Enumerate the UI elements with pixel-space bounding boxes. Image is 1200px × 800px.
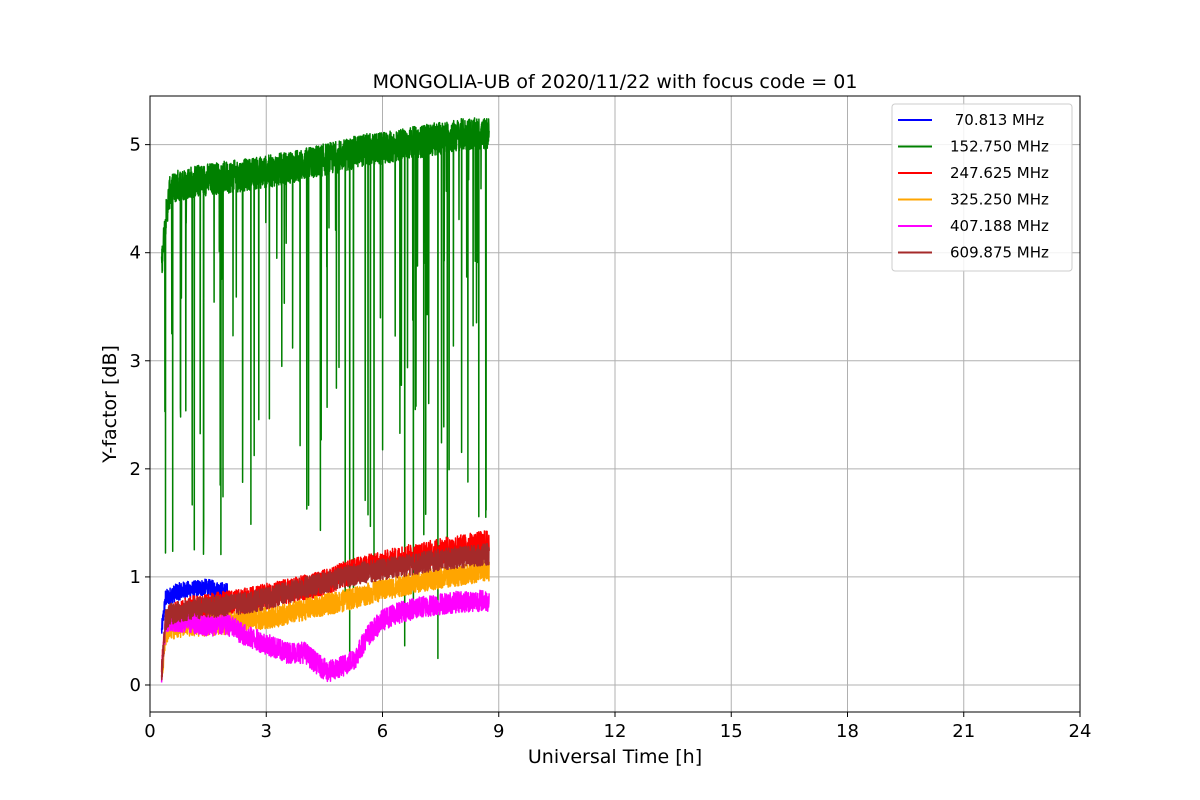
legend: 70.813 MHz 152.750 MHz 247.625 MHz 325.250 … [891,103,1073,272]
chart-title: MONGOLIA-UB of 2020/11/22 with focus cod… [373,71,858,93]
series-line-407-188-mhz [160,589,490,683]
series-line-609-875-mhz [160,543,490,681]
legend-label: 152.750 MHz [950,138,1049,156]
legend-label: 609.875 MHz [950,244,1049,262]
legend-label: 407.188 MHz [950,217,1049,235]
x-tick-label: 3 [261,721,272,742]
plot-area [160,117,490,683]
x-tick-label: 6 [377,721,388,742]
x-tick-label: 21 [952,721,975,742]
legend-label: 325.250 MHz [950,191,1049,209]
y-tick-label: 2 [130,459,141,480]
series-line-152-750-mhz [160,117,490,660]
y-tick-label: 4 [130,243,141,264]
x-axis-label: Universal Time [h] [528,746,702,768]
y-tick-label: 3 [130,351,141,372]
x-tick-label: 15 [720,721,743,742]
x-tick-label: 0 [144,721,155,742]
y-axis-label: Y-factor [dB] [99,345,121,464]
y-tick-label: 5 [130,135,141,156]
y-tick-label: 1 [130,567,141,588]
legend-label: 247.625 MHz [950,164,1049,182]
x-tick-label: 24 [1069,721,1092,742]
legend-label: 70.813 MHz [950,111,1044,129]
legend-box [891,103,1073,272]
x-tick-label: 18 [836,721,859,742]
x-tick-label: 9 [493,721,504,742]
y-tick-label: 0 [130,675,141,696]
x-tick-label: 12 [604,721,627,742]
